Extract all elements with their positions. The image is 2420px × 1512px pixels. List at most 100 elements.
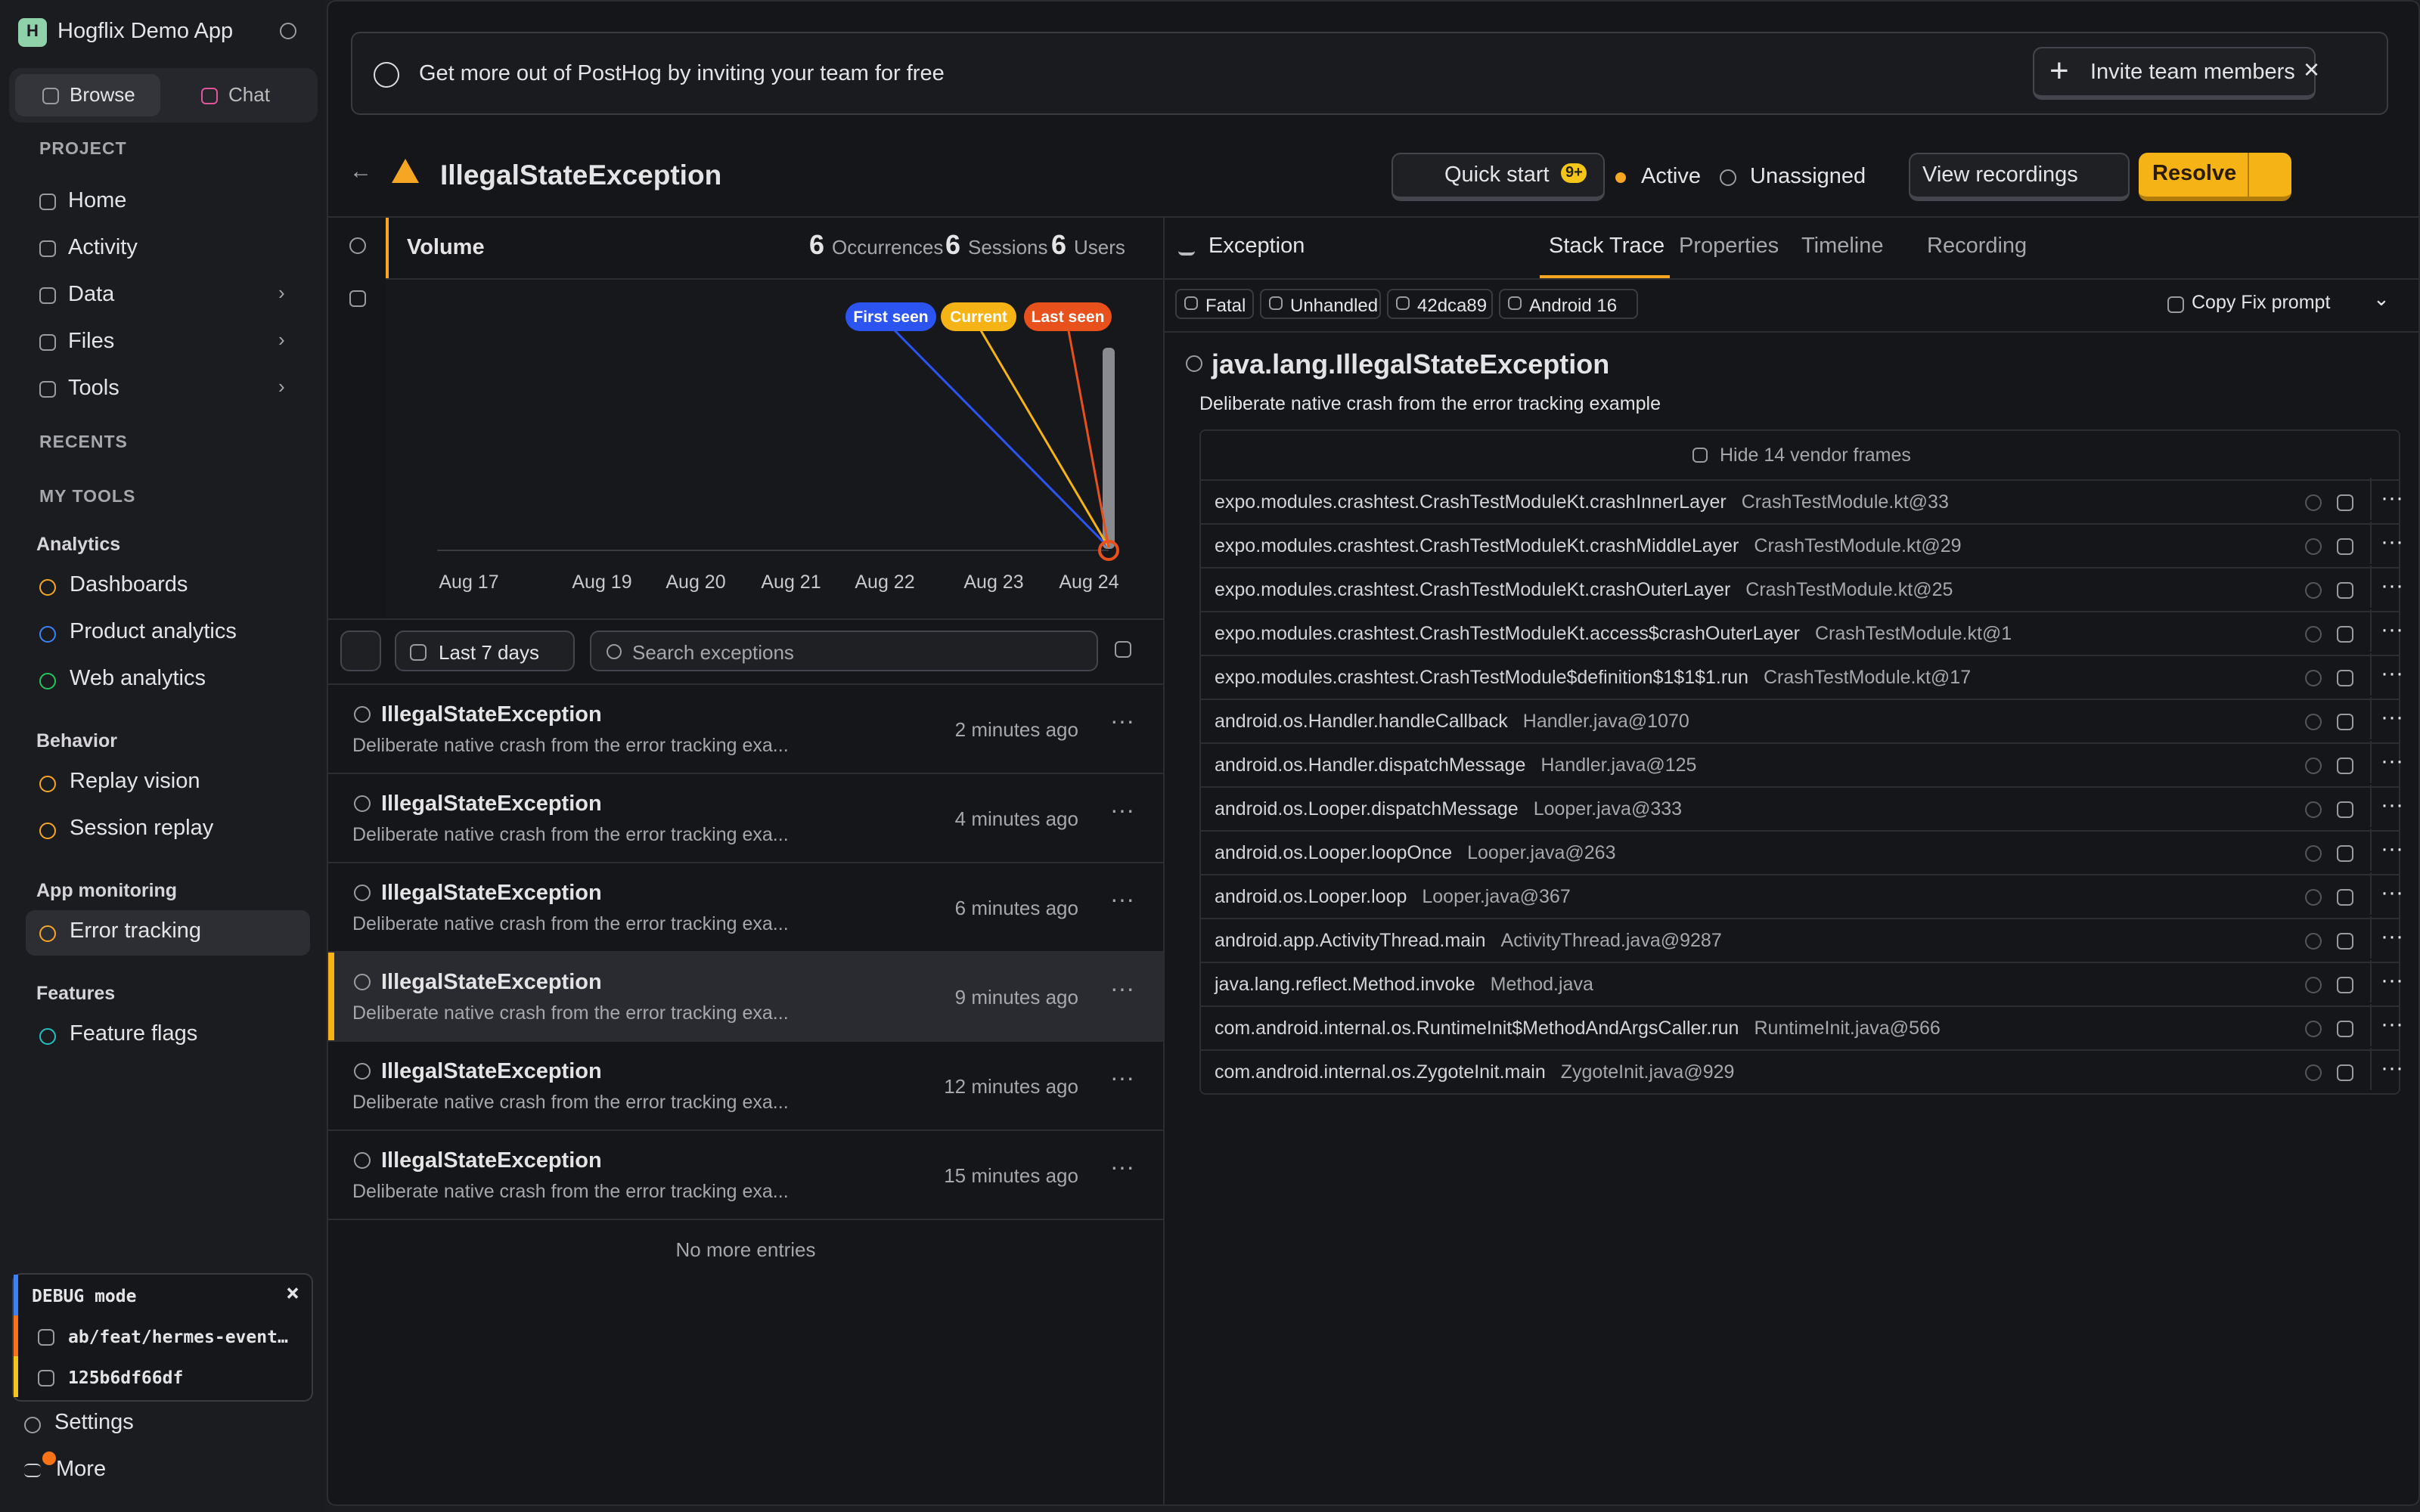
- frame-menu[interactable]: ···: [2370, 741, 2403, 783]
- nav-item[interactable]: Feature flags: [70, 1022, 198, 1046]
- icon: [39, 776, 56, 792]
- resolve[interactable]: Resolve: [2139, 153, 2291, 201]
- frame-row[interactable]: com.android.internal.os.RuntimeInit$Meth…: [1201, 1004, 2403, 1049]
- nav-item[interactable]: Error tracking: [70, 919, 202, 943]
- menu[interactable]: ···: [1110, 977, 1134, 1002]
- section-label[interactable]: MY TOOLS: [39, 488, 136, 507]
- frame-menu[interactable]: ···: [2370, 653, 2403, 696]
- frame-row[interactable]: com.android.internal.os.ZygoteInit.main Z…: [1201, 1048, 2403, 1093]
- sidebar-tab[interactable]: Browse: [15, 74, 160, 116]
- issue-row[interactable]: IllegalStateException Deliberate native c…: [328, 953, 1163, 1042]
- tag: Android 16: [1499, 289, 1638, 319]
- issue-row[interactable]: IllegalStateException Deliberate native c…: [328, 863, 1163, 953]
- frame-row[interactable]: expo.modules.crashtest.CrashTestModuleKt…: [1201, 609, 2403, 655]
- frame-menu[interactable]: ···: [2370, 1048, 2403, 1090]
- frame-menu[interactable]: ···: [2370, 522, 2403, 564]
- issue-row[interactable]: IllegalStateException Deliberate native c…: [328, 774, 1163, 863]
- nav-item[interactable]: Files: [68, 330, 115, 354]
- date-range[interactable]: Last 7 days: [395, 631, 575, 671]
- frame-row[interactable]: android.app.ActivityThread.main ActivityT…: [1201, 916, 2403, 962]
- marker-pill: [1024, 302, 1112, 331]
- dropdown: [2248, 153, 2249, 197]
- issue-title: IllegalStateException: [440, 159, 722, 191]
- frame-menu[interactable]: ···: [2370, 960, 2403, 1002]
- back[interactable]: ←: [349, 159, 372, 184]
- sidebar-tab[interactable]: Chat: [163, 74, 309, 116]
- nav-item[interactable]: Tools: [68, 376, 119, 401]
- assignee[interactable]: Unassigned: [1750, 165, 1866, 189]
- more[interactable]: More: [56, 1458, 107, 1482]
- debug-branch: ab/feat/hermes-event…: [68, 1326, 288, 1347]
- icon: [2337, 889, 2353, 906]
- volume-chart: First seen Current Last seen Aug 17 Aug 19 Au…: [386, 280, 1163, 620]
- frame-row[interactable]: android.os.Looper.dispatchMessage Looper.…: [1201, 785, 2403, 830]
- nav-item[interactable]: Home: [68, 189, 127, 213]
- nav-item[interactable]: Web analytics: [70, 667, 206, 691]
- close[interactable]: ×: [286, 1279, 300, 1306]
- section-label[interactable]: RECENTS: [39, 434, 128, 452]
- settings[interactable]: Settings: [54, 1411, 134, 1435]
- close[interactable]: ×: [2304, 54, 2320, 85]
- logo[interactable]: H: [18, 18, 47, 47]
- frame-row[interactable]: expo.modules.crashtest.CrashTestModuleKt…: [1201, 522, 2403, 567]
- nav-item[interactable]: Dashboards: [70, 573, 188, 597]
- app-name[interactable]: Hogflix Demo App: [57, 20, 234, 44]
- issue-description: Deliberate native crash from the error t…: [352, 824, 789, 845]
- exception-type: java.lang.IllegalStateException: [1212, 349, 1610, 380]
- tab[interactable]: Recording: [1927, 234, 2028, 259]
- issue-row[interactable]: IllegalStateException Deliberate native c…: [328, 1042, 1163, 1131]
- frame-menu[interactable]: ···: [2370, 1004, 2403, 1046]
- frame-menu[interactable]: ···: [2370, 565, 2403, 608]
- nav-item[interactable]: Session replay: [70, 816, 214, 841]
- menu[interactable]: ···: [1110, 1155, 1134, 1181]
- tab[interactable]: Stack Trace: [1549, 234, 1665, 259]
- copy-fix[interactable]: Copy Fix prompt: [2192, 292, 2331, 313]
- menu[interactable]: ···: [1110, 709, 1134, 735]
- frame-row[interactable]: java.lang.reflect.Method.invoke Method.ja…: [1201, 960, 2403, 1005]
- frame-menu[interactable]: ···: [2370, 872, 2403, 915]
- view-recordings[interactable]: View recordings: [1909, 153, 2130, 201]
- issue-description: Deliberate native crash from the error t…: [352, 1002, 789, 1024]
- frame-row[interactable]: android.os.Looper.loop Looper.java@367 ···: [1201, 872, 2403, 918]
- stat-value: 6: [945, 230, 961, 260]
- issue-row[interactable]: IllegalStateException Deliberate native c…: [328, 1131, 1163, 1220]
- icon: [2337, 758, 2353, 774]
- section-label[interactable]: PROJECT: [39, 141, 127, 159]
- status[interactable]: Active: [1641, 165, 1701, 189]
- menu[interactable]: ···: [1110, 1066, 1134, 1092]
- frame-row[interactable]: android.os.Handler.dispatchMessage Handle…: [1201, 741, 2403, 786]
- marker-pill: [845, 302, 936, 331]
- nav-item[interactable]: Data: [68, 283, 115, 307]
- quick-start[interactable]: Quick start 9+: [1392, 153, 1605, 201]
- frame-row[interactable]: android.os.Looper.loopOnce Looper.java@26…: [1201, 829, 2403, 874]
- icon: [2337, 714, 2353, 730]
- frame-row[interactable]: expo.modules.crashtest.CrashTestModuleKt…: [1201, 478, 2403, 523]
- vendor-toggle[interactable]: Hide 14 vendor frames: [1720, 445, 1911, 466]
- frame-row[interactable]: expo.modules.crashtest.CrashTestModule$d…: [1201, 653, 2403, 699]
- frame-menu[interactable]: ···: [2370, 697, 2403, 739]
- frame-menu[interactable]: ···: [2370, 829, 2403, 871]
- menu[interactable]: ···: [1110, 798, 1134, 824]
- search[interactable]: Search exceptions: [590, 631, 1098, 671]
- nav-item[interactable]: Product analytics: [70, 620, 237, 644]
- nav-item[interactable]: Replay vision: [70, 770, 200, 794]
- tab[interactable]: Timeline: [1801, 234, 1884, 259]
- frame-menu[interactable]: ···: [2370, 478, 2403, 520]
- icon: [2305, 714, 2322, 730]
- menu[interactable]: ···: [1110, 888, 1134, 913]
- frame-menu[interactable]: ···: [2370, 609, 2403, 652]
- nav-item[interactable]: Activity: [68, 236, 138, 260]
- frame-row[interactable]: expo.modules.crashtest.CrashTestModuleKt…: [1201, 565, 2403, 611]
- icon: [2305, 1021, 2322, 1037]
- frame-menu[interactable]: ···: [2370, 785, 2403, 827]
- frame-row[interactable]: android.os.Handler.handleCallback Handler…: [1201, 697, 2403, 742]
- frame-menu[interactable]: ···: [2370, 916, 2403, 959]
- icon: [354, 795, 371, 812]
- icon: [39, 925, 56, 942]
- frame-location: Method.java: [1490, 974, 1593, 995]
- tab[interactable]: Properties: [1679, 234, 1779, 259]
- invite-button[interactable]: Invite team members +: [2033, 47, 2316, 100]
- refresh[interactable]: [340, 631, 381, 671]
- frame-function: android.os.Looper.loopOnce: [1215, 842, 1453, 863]
- issue-row[interactable]: IllegalStateException Deliberate native c…: [328, 685, 1163, 774]
